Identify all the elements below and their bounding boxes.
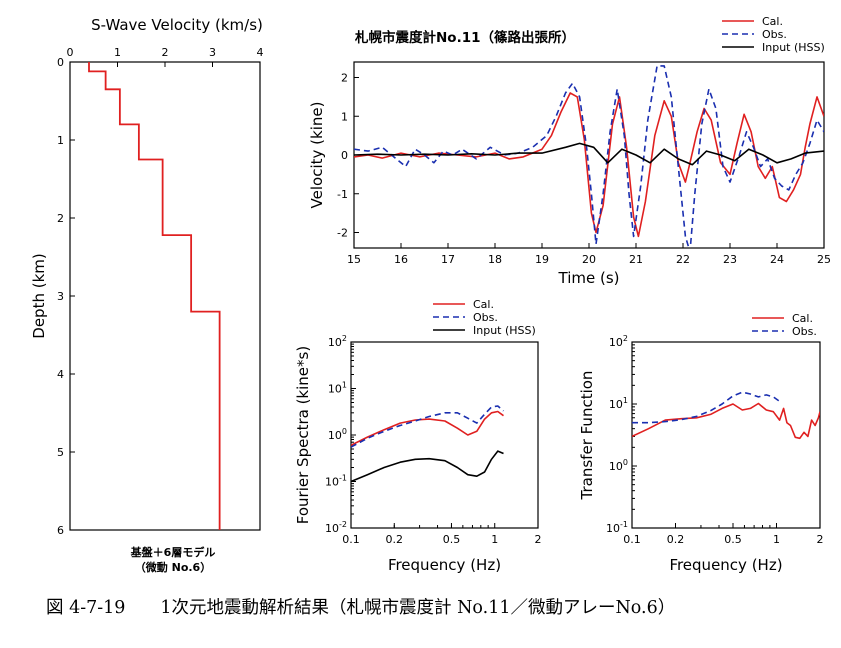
wave-x-tick-label: 24 bbox=[770, 253, 784, 266]
transfer-series-cal- bbox=[632, 402, 820, 440]
vs-y-tick-label: 4 bbox=[57, 368, 64, 381]
fourier-x-tick-label: 0.5 bbox=[443, 533, 461, 546]
transfer-x-tick-label: 0.5 bbox=[724, 533, 742, 546]
fourier-x-tick-label: 0.2 bbox=[386, 533, 404, 546]
transfer-y-tick-label: 100 bbox=[609, 458, 628, 473]
wave-x-tick-label: 25 bbox=[817, 253, 831, 266]
wave-x-tick-label: 23 bbox=[723, 253, 737, 266]
fourier-series-input-hss- bbox=[351, 450, 504, 483]
wave-legend-label: Input (HSS) bbox=[762, 41, 825, 54]
transfer-y-tick-label: 102 bbox=[609, 334, 628, 349]
transfer-series-obs- bbox=[632, 391, 781, 424]
fourier-legend-label: Obs. bbox=[473, 311, 498, 324]
transfer-plot-frame bbox=[631, 341, 821, 529]
fourier-plot-frame bbox=[350, 341, 539, 529]
fourier-y-axis-label: Fourier Spectra (kine*s) bbox=[294, 346, 312, 524]
transfer-y-tick-label: 10-1 bbox=[606, 520, 628, 535]
vs-y-axis-label: Depth (km) bbox=[30, 253, 48, 338]
fourier-y-tick-label: 102 bbox=[328, 334, 347, 349]
fourier-x-tick-label: 2 bbox=[535, 533, 542, 546]
fourier-series-obs- bbox=[351, 405, 505, 448]
fourier-x-axis-label: Frequency (Hz) bbox=[388, 556, 501, 574]
vs-y-tick-label: 1 bbox=[57, 134, 64, 147]
wave-chart-title: 札幌市震度計No.11（篠路出張所） bbox=[354, 29, 575, 46]
wave-x-tick-label: 19 bbox=[535, 253, 549, 266]
wave-x-tick-label: 17 bbox=[441, 253, 455, 266]
vs-profile-line bbox=[88, 62, 221, 530]
wave-series-input-hss- bbox=[354, 142, 824, 166]
vs-x-tick-label: 3 bbox=[209, 46, 216, 59]
vs-x-tick-label: 1 bbox=[114, 46, 121, 59]
transfer-y-tick-label: 101 bbox=[609, 396, 628, 411]
vs-chart-title: S-Wave Velocity (km/s) bbox=[91, 16, 263, 34]
transfer-y-axis-label: Transfer Function bbox=[578, 371, 596, 501]
transfer-legend-label: Cal. bbox=[792, 312, 813, 325]
wave-x-axis-label: Time (s) bbox=[558, 269, 620, 287]
wave-x-tick-label: 16 bbox=[394, 253, 408, 266]
fourier-legend-label: Input (HSS) bbox=[473, 324, 536, 337]
vs-y-tick-label: 5 bbox=[57, 446, 64, 459]
wave-series-obs- bbox=[354, 65, 824, 248]
wave-legend-label: Obs. bbox=[762, 28, 787, 41]
vs-y-tick-label: 6 bbox=[57, 524, 64, 537]
vs-x-tick-label: 2 bbox=[162, 46, 169, 59]
transfer-legend-label: Obs. bbox=[792, 325, 817, 338]
fourier-y-tick-label: 101 bbox=[328, 381, 347, 396]
fourier-x-tick-label: 1 bbox=[491, 533, 498, 546]
transfer-x-tick-label: 0.2 bbox=[667, 533, 685, 546]
fourier-y-tick-label: 10-2 bbox=[325, 520, 347, 535]
vs-plot-frame bbox=[69, 61, 261, 531]
wave-y-tick-label: 2 bbox=[341, 72, 348, 85]
vs-y-tick-label: 3 bbox=[57, 290, 64, 303]
fourier-x-tick-label: 0.1 bbox=[342, 533, 360, 546]
vs-x-tick-label: 4 bbox=[257, 46, 264, 59]
wave-x-tick-label: 18 bbox=[488, 253, 502, 266]
vs-y-tick-label: 2 bbox=[57, 212, 64, 225]
wave-y-tick-label: -2 bbox=[337, 227, 348, 240]
wave-y-tick-label: 1 bbox=[341, 110, 348, 123]
wave-x-tick-label: 20 bbox=[582, 253, 596, 266]
figure-caption: 図 4-7-19 1次元地震動解析結果（札幌市震度計 No.11／微動アレーNo… bbox=[46, 598, 676, 618]
vs-model-label: 基盤＋6層モデル bbox=[130, 545, 216, 559]
vs-y-tick-label: 0 bbox=[57, 56, 64, 69]
wave-x-tick-label: 15 bbox=[347, 253, 361, 266]
wave-y-tick-label: -1 bbox=[337, 188, 348, 201]
wave-y-axis-label: Velocity (kine) bbox=[308, 102, 326, 209]
transfer-x-tick-label: 1 bbox=[773, 533, 780, 546]
wave-x-tick-label: 22 bbox=[676, 253, 690, 266]
transfer-x-tick-label: 2 bbox=[817, 533, 824, 546]
fourier-series-cal- bbox=[351, 410, 504, 447]
fourier-y-tick-label: 10-1 bbox=[325, 474, 347, 489]
fourier-y-tick-label: 100 bbox=[328, 427, 347, 442]
wave-legend-label: Cal. bbox=[762, 15, 783, 28]
fourier-legend-label: Cal. bbox=[473, 298, 494, 311]
vs-model-sublabel: （微動 No.6） bbox=[135, 560, 211, 574]
vs-x-tick-label: 0 bbox=[67, 46, 74, 59]
wave-y-tick-label: 0 bbox=[341, 149, 348, 162]
wave-x-tick-label: 21 bbox=[629, 253, 643, 266]
transfer-x-tick-label: 0.1 bbox=[623, 533, 641, 546]
transfer-x-axis-label: Frequency (Hz) bbox=[669, 556, 782, 574]
